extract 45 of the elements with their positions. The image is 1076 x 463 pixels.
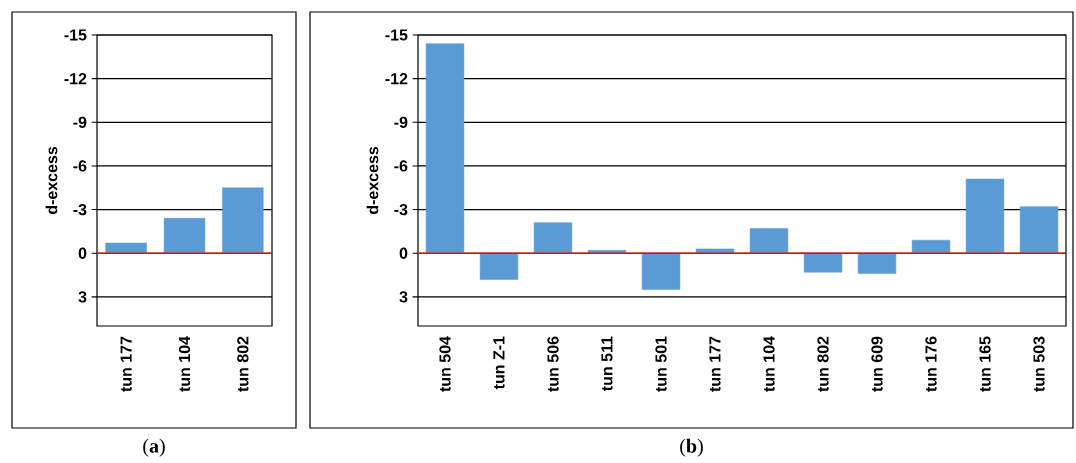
x-tick-label: tun 176 (925, 336, 937, 392)
x-tick-label: tun 802 (817, 336, 829, 392)
y-tick-label: -12 (385, 73, 408, 85)
y-tick-label: -3 (394, 203, 408, 216)
y-tick-label: -9 (73, 116, 87, 128)
y-tick-label: -15 (385, 29, 408, 41)
bar (965, 178, 1005, 254)
bar (749, 228, 789, 254)
y-tick-label: 3 (78, 291, 87, 303)
bar (857, 252, 897, 274)
y-axis-title: d-excess (366, 146, 379, 215)
x-tick-label: tun 506 (547, 336, 559, 392)
x-tick-label: tun 802 (237, 336, 249, 392)
text: (b) (680, 438, 703, 457)
x-tick-label: tun 165 (979, 336, 991, 392)
y-tick-label: 3 (399, 291, 408, 303)
x-tick-label: tun 504 (439, 336, 451, 392)
bar (479, 252, 519, 280)
y-tick-label: 0 (78, 247, 87, 259)
bar (695, 248, 735, 254)
y-tick-label: -6 (73, 160, 87, 172)
bar (425, 43, 465, 254)
y-tick-label: 0 (399, 247, 408, 259)
bar (533, 222, 573, 254)
bar (803, 252, 843, 273)
x-tick-label: tun 609 (871, 336, 883, 392)
x-tick-label: tun 503 (1033, 336, 1045, 392)
bar (641, 252, 681, 290)
x-tick-label: tun Z-1 (493, 336, 505, 390)
y-tick-label: -15 (64, 29, 87, 41)
x-tick-label: tun 177 (120, 336, 132, 392)
x-tick-label: tun 511 (601, 336, 613, 391)
bar (587, 250, 627, 254)
x-tick-label: tun 104 (178, 336, 191, 392)
y-tick-label: -3 (73, 203, 87, 216)
bar (1019, 206, 1059, 254)
x-tick-label: tun 501 (655, 336, 667, 392)
y-axis-title: d-excess (45, 146, 58, 215)
y-tick-label: -6 (394, 160, 408, 172)
y-tick-label: -12 (64, 73, 87, 85)
y-tick-label: -9 (394, 116, 408, 128)
bar (911, 239, 951, 254)
text: (a) (143, 438, 165, 457)
x-tick-label: tun 177 (709, 336, 721, 392)
x-tick-label: tun 104 (763, 336, 775, 392)
